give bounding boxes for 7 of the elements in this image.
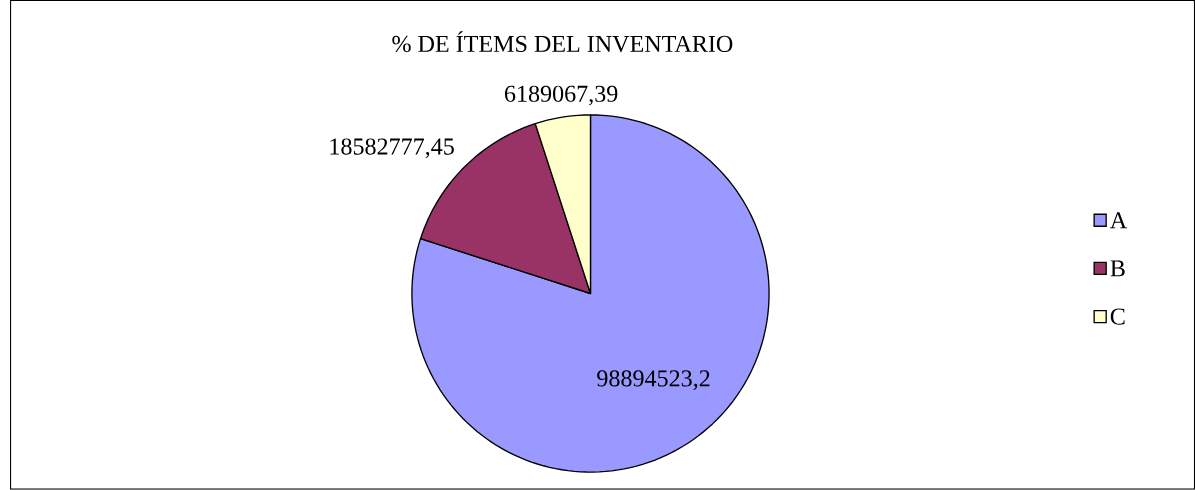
chart-title: % DE ÍTEMS DEL INVENTARIO	[392, 31, 733, 53]
legend-label: C	[1110, 308, 1125, 325]
data-label: 98894523,2	[597, 370, 710, 391]
legend-label: B	[1110, 260, 1125, 277]
legend-label: A	[1110, 212, 1128, 229]
data-label: 18582777,45	[330, 138, 454, 159]
data-label: 6189067,39	[504, 85, 618, 106]
